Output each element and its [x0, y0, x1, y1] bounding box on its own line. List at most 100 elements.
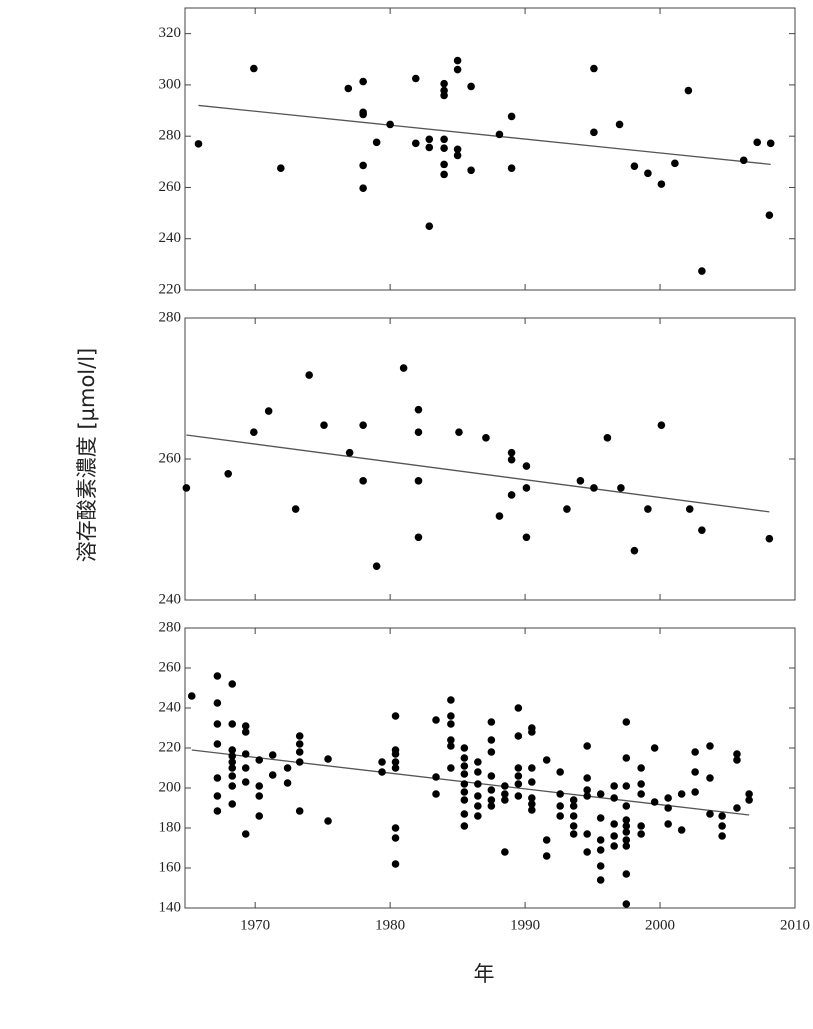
x-tick-label: 1990: [510, 917, 540, 933]
data-point: [583, 848, 591, 856]
data-point: [391, 750, 400, 758]
data-point: [745, 796, 753, 804]
data-point: [753, 138, 762, 147]
data-point: [453, 65, 462, 74]
data-point: [414, 477, 423, 485]
data-point: [320, 421, 328, 429]
data-point: [556, 768, 564, 776]
data-point: [622, 718, 631, 726]
data-point: [391, 834, 400, 842]
data-point: [507, 112, 516, 121]
data-point: [718, 812, 726, 820]
data-point: [432, 716, 440, 724]
data-point: [460, 770, 469, 778]
data-point: [501, 790, 509, 798]
data-point: [228, 720, 237, 728]
data-point: [495, 512, 504, 520]
data-point: [460, 744, 469, 752]
data-point: [228, 800, 237, 808]
data-point: [213, 807, 222, 815]
data-point: [460, 788, 469, 796]
data-point: [228, 772, 237, 780]
data-point: [583, 786, 591, 794]
data-point: [295, 748, 304, 756]
data-point: [264, 407, 273, 415]
data-point: [241, 764, 250, 772]
data-point: [698, 526, 706, 535]
data-point: [255, 792, 264, 800]
data-point: [447, 696, 455, 704]
data-point: [487, 718, 496, 726]
data-point: [622, 802, 631, 810]
data-point: [664, 820, 672, 828]
data-point: [637, 780, 645, 788]
plot-frame: [184, 627, 796, 909]
data-point: [528, 800, 536, 808]
y-tick-label: 160: [159, 859, 182, 875]
data-point: [447, 736, 455, 744]
data-point: [440, 160, 448, 169]
data-point: [528, 778, 536, 786]
data-point: [718, 822, 726, 830]
y-axis-title: 溶存酸素濃度 [µmol/l]: [75, 348, 99, 562]
data-point: [372, 562, 381, 570]
data-point: [440, 91, 448, 100]
data-point: [187, 692, 196, 700]
data-point: [563, 505, 571, 513]
y-tick-label: 260: [159, 450, 182, 466]
data-point: [474, 780, 482, 788]
data-point: [295, 732, 304, 740]
data-point: [514, 764, 523, 772]
data-point: [622, 900, 631, 908]
data-point: [378, 768, 386, 776]
data-point: [447, 720, 455, 728]
data-point: [305, 371, 313, 379]
data-point: [460, 780, 469, 788]
data-point: [474, 792, 482, 800]
data-point: [514, 772, 523, 780]
data-point: [482, 434, 490, 442]
y-tick-label: 240: [159, 230, 182, 246]
data-point: [542, 836, 551, 844]
data-point: [706, 810, 714, 818]
data-point: [583, 742, 591, 750]
data-point: [698, 267, 706, 275]
data-point: [501, 782, 509, 790]
y-tick-label: 280: [159, 619, 182, 635]
trend-line: [186, 434, 770, 513]
data-point: [603, 434, 612, 442]
x-tick-label: 2010: [780, 917, 810, 933]
data-point: [283, 764, 292, 772]
data-point: [528, 794, 536, 802]
data-point: [359, 477, 367, 485]
data-point: [622, 822, 631, 830]
y-tick-label: 260: [159, 179, 182, 195]
y-tick-label: 220: [159, 739, 182, 755]
data-point: [345, 448, 354, 457]
plot-frame: [184, 317, 796, 601]
data-point: [596, 876, 605, 884]
x-tick-label: 1970: [240, 917, 270, 933]
data-point: [664, 804, 672, 812]
data-point: [765, 534, 774, 543]
data-point: [453, 151, 462, 160]
data-point: [590, 484, 598, 492]
data-point: [556, 790, 564, 798]
data-point: [650, 744, 659, 752]
data-point: [460, 796, 469, 804]
y-tick-label: 300: [159, 76, 182, 92]
data-point: [440, 79, 448, 88]
data-point: [501, 848, 509, 856]
data-point: [291, 505, 300, 513]
data-point: [677, 790, 686, 798]
data-point: [501, 796, 509, 804]
data-point: [399, 364, 408, 372]
data-point: [630, 162, 639, 170]
data-point: [733, 804, 741, 812]
trend-line: [191, 749, 750, 816]
data-point: [255, 756, 264, 764]
data-point: [474, 768, 482, 776]
data-point: [414, 405, 423, 414]
y-tick-label: 220: [159, 281, 182, 297]
